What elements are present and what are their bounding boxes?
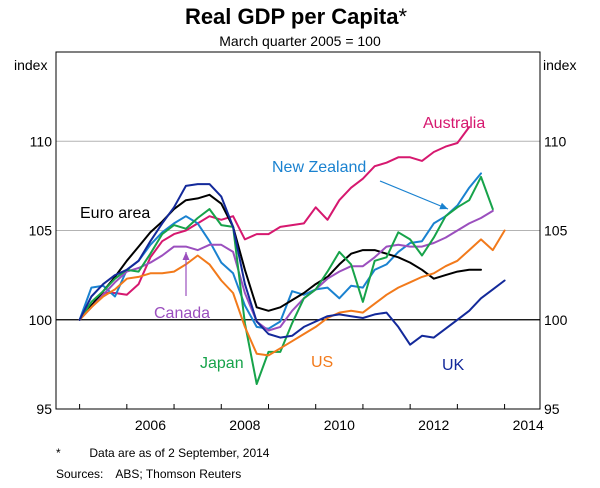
- x-tick-label-2008: 2008: [229, 417, 260, 433]
- chart-title: Real GDP per Capita*: [185, 4, 408, 29]
- series-label-australia: Australia: [423, 115, 485, 132]
- sources-text: ABS; Thomson Reuters: [115, 467, 242, 481]
- plot-frame: [55, 51, 541, 410]
- series-line-canada: [78, 209, 494, 332]
- series-label-japan: Japan: [200, 355, 244, 372]
- canada-arrow-head: [182, 252, 190, 260]
- x-tick-label-2010: 2010: [324, 417, 355, 433]
- sources-label: Sources:: [56, 467, 104, 481]
- new-zealand-arrow-shaft: [379, 180, 449, 210]
- series-lines: [78, 126, 506, 385]
- x-tick-label-2014: 2014: [513, 417, 544, 433]
- y-axis-label-left: index: [14, 57, 47, 73]
- y-tick-left-95: 95: [36, 401, 52, 417]
- y-tick-left-105: 105: [29, 223, 53, 239]
- series-label-new-zealand: New Zealand: [272, 159, 366, 176]
- series-label-canada: Canada: [154, 305, 210, 322]
- chart-title-marker: *: [399, 4, 408, 29]
- footnote-text: Data are as of 2 September, 2014: [89, 446, 270, 460]
- x-tick-label-2006: 2006: [135, 417, 166, 433]
- series-line-uk: [78, 183, 506, 346]
- label-arrows: [182, 180, 449, 296]
- y-axis-label-right: index: [543, 57, 576, 73]
- series-label-us: US: [311, 354, 333, 371]
- footnote: * Data are as of 2 September, 2014: [56, 446, 269, 460]
- series-line-us: [78, 229, 506, 357]
- series-line-australia: [78, 126, 471, 321]
- y-tick-right-105: 105: [544, 223, 568, 239]
- y-tick-left-110: 110: [30, 133, 53, 149]
- x-tick-label-2012: 2012: [418, 417, 449, 433]
- y-tick-right-100: 100: [544, 312, 568, 328]
- new-zealand-arrow-head: [439, 202, 448, 210]
- y-tick-left-100: 100: [29, 312, 53, 328]
- axis-ticks: 95 95 100 100 105 105 110 110 2006 2008 2010 2012 20…: [29, 133, 568, 433]
- series-line-new-zealand: [78, 172, 482, 330]
- footnote-marker: *: [56, 446, 61, 460]
- series-labels: Australia New Zealand Euro area Canada Japan…: [80, 115, 485, 374]
- y-tick-right-110: 110: [544, 133, 567, 149]
- chart-title-text: Real GDP per Capita: [185, 4, 399, 29]
- sources-note: Sources: ABS; Thomson Reuters: [56, 467, 241, 481]
- chart-subtitle: March quarter 2005 = 100: [219, 33, 381, 49]
- series-label-uk: UK: [442, 357, 465, 374]
- series-line-euro-area: [78, 193, 482, 321]
- y-tick-right-95: 95: [544, 401, 560, 417]
- series-label-euro-area: Euro area: [80, 205, 150, 222]
